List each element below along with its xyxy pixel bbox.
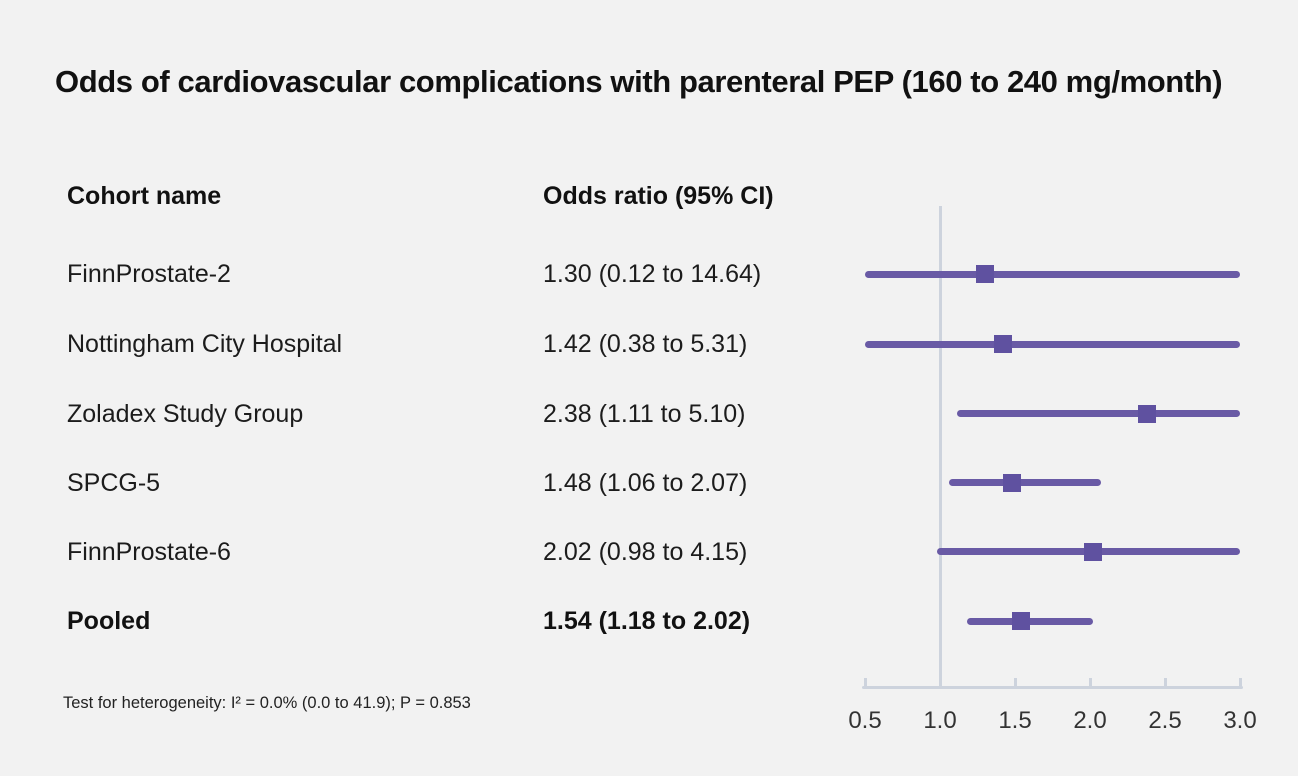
odds-ratio-value: 1.42 (0.38 to 5.31)	[543, 330, 748, 358]
odds-ratio-value: 1.30 (0.12 to 14.64)	[543, 260, 762, 288]
x-axis-tick	[1163, 678, 1167, 686]
x-axis-tick	[1013, 678, 1017, 686]
table-row: FinnProstate-6 2.02 (0.98 to 4.15)	[67, 536, 867, 568]
ci-line	[956, 410, 1240, 417]
cohort-name: FinnProstate-6	[67, 537, 231, 566]
odds-ratio-value: 2.38 (1.11 to 5.10)	[543, 399, 746, 428]
ci-line	[865, 340, 1240, 348]
point-estimate-marker	[1084, 542, 1102, 561]
point-estimate-marker	[1003, 473, 1021, 492]
cohort-name: Pooled	[67, 607, 151, 635]
cohort-name: FinnProstate-2	[67, 260, 231, 288]
x-axis-tick-label: 1.5	[998, 707, 1032, 734]
table-row: SPCG-5 1.48 (1.06 to 2.07)	[67, 467, 867, 499]
x-axis-tick-label: 0.5	[848, 707, 882, 734]
cohort-name: Nottingham City Hospital	[67, 330, 343, 358]
table-row: Zoladex Study Group 2.38 (1.11 to 5.10)	[67, 398, 867, 430]
odds-ratio-value: 2.02 (0.98 to 4.15)	[543, 537, 748, 566]
x-axis-tick-label: 2.5	[1148, 707, 1182, 734]
point-estimate-marker	[976, 265, 994, 283]
table-row: FinnProstate-2 1.30 (0.12 to 14.64)	[67, 258, 867, 290]
odds-ratio-value: 1.54 (1.18 to 2.02)	[543, 607, 751, 635]
ci-line	[967, 617, 1093, 625]
x-axis-tick-label: 3.0	[1223, 707, 1257, 734]
point-estimate-marker	[1012, 612, 1030, 630]
odds-ratio-value: 1.48 (1.06 to 2.07)	[543, 468, 748, 497]
point-estimate-marker	[994, 335, 1012, 353]
x-axis-line	[862, 686, 1243, 689]
x-axis-tick	[863, 678, 867, 686]
table-header-row: Cohort name Odds ratio (95% CI)	[67, 180, 867, 212]
point-estimate-marker	[1138, 404, 1156, 423]
reference-line	[938, 206, 942, 689]
table-row: Nottingham City Hospital 1.42 (0.38 to 5…	[67, 328, 867, 360]
ci-line	[949, 479, 1101, 486]
x-axis-tick-label: 1.0	[923, 707, 957, 734]
x-axis-tick	[1238, 678, 1242, 686]
cohort-name: Zoladex Study Group	[67, 399, 304, 428]
ci-line	[865, 270, 1240, 278]
chart-title: Odds of cardiovascular complications wit…	[55, 64, 1223, 99]
cohort-name: SPCG-5	[67, 468, 161, 497]
table-row-pooled: Pooled 1.54 (1.18 to 2.02)	[67, 605, 867, 637]
x-axis-tick	[1088, 678, 1092, 686]
odds-ratio-header: Odds ratio (95% CI)	[543, 182, 774, 210]
x-axis-tick-label: 2.0	[1073, 707, 1107, 734]
cohort-name-header: Cohort name	[67, 182, 222, 210]
heterogeneity-footnote: Test for heterogeneity: I² = 0.0% (0.0 t…	[63, 694, 471, 712]
